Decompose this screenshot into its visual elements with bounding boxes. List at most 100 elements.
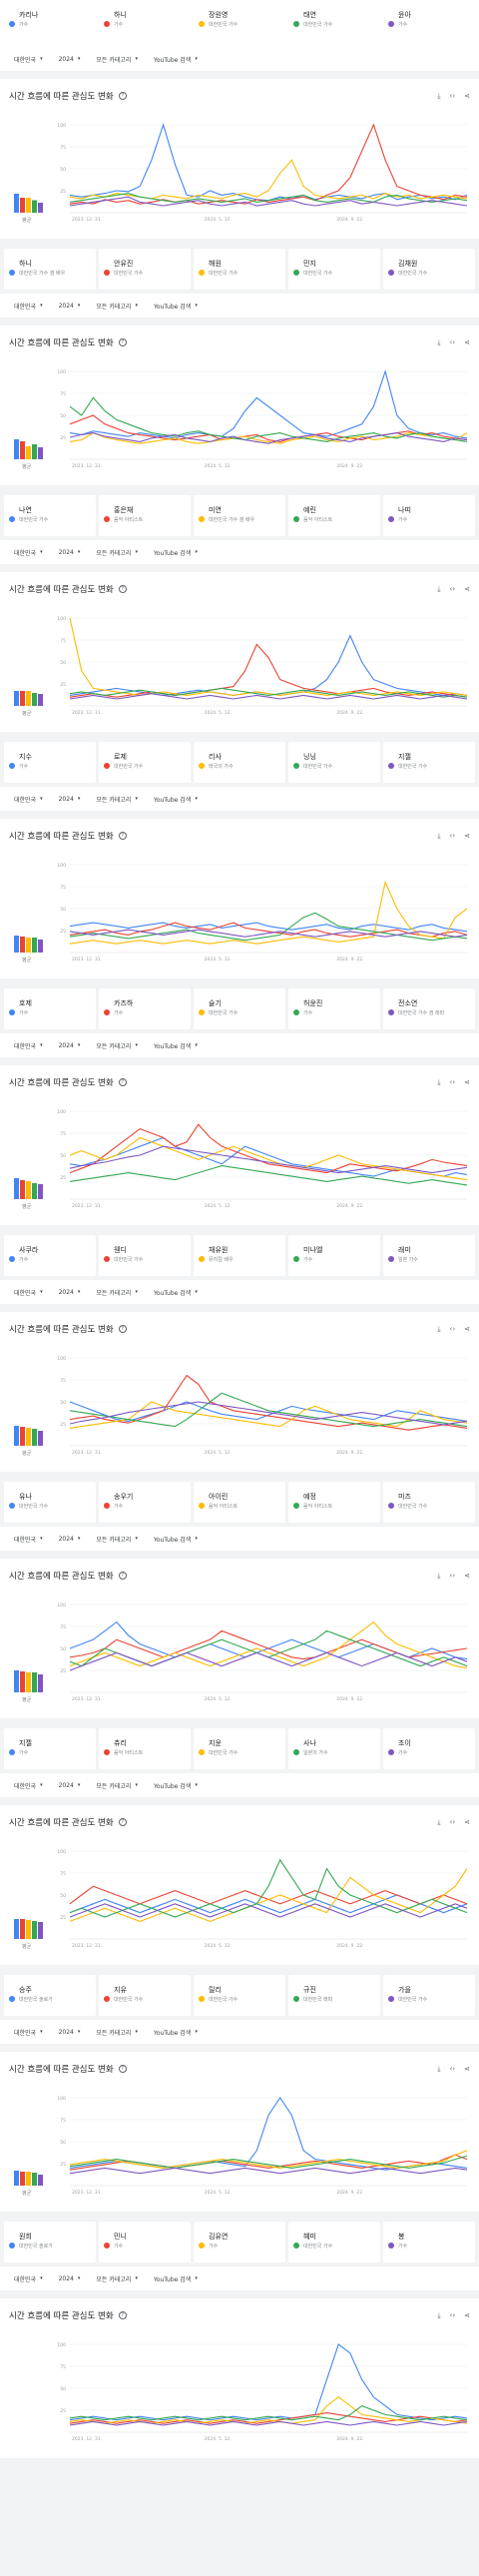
term-card[interactable]: 나띠 가수	[383, 495, 475, 536]
term-card[interactable]: 로제 대한민국 가수	[99, 742, 191, 783]
source-filter[interactable]: YouTube 검색 ▾	[148, 1778, 204, 1793]
help-icon[interactable]: ?	[118, 92, 127, 100]
embed-icon[interactable]: ‹›	[449, 584, 456, 593]
term-card[interactable]: 봉 가수	[383, 2222, 475, 2262]
term-card[interactable]: 장원영 대한민국 가수	[194, 0, 285, 41]
region-filter[interactable]: 대한민국 ▾	[8, 299, 49, 314]
embed-icon[interactable]: ‹›	[449, 1324, 456, 1333]
category-filter[interactable]: 모든 카테고리 ▾	[90, 545, 144, 560]
share-icon[interactable]: ⋖	[464, 1077, 470, 1086]
share-icon[interactable]: ⋖	[464, 91, 470, 100]
term-card[interactable]: 해원 대한민국 가수	[194, 249, 285, 290]
category-filter[interactable]: 모든 카테고리 ▾	[90, 1038, 144, 1053]
category-filter[interactable]: 모든 카테고리 ▾	[90, 792, 144, 807]
term-card[interactable]: 사쿠라 가수	[4, 1235, 96, 1276]
download-icon[interactable]: ⤓	[437, 831, 441, 840]
year-filter[interactable]: 2024 ▾	[53, 2272, 87, 2285]
help-icon[interactable]: ?	[118, 2065, 127, 2073]
term-card[interactable]: 홍은채 음악 아티스트	[99, 495, 191, 536]
share-icon[interactable]: ⋖	[464, 584, 470, 593]
share-icon[interactable]: ⋖	[464, 337, 470, 346]
region-filter[interactable]: 대한민국 ▾	[8, 1285, 49, 1300]
region-filter[interactable]: 대한민국 ▾	[8, 1778, 49, 1793]
embed-icon[interactable]: ‹›	[449, 2064, 456, 2073]
term-card[interactable]: 조이 가수	[383, 1728, 475, 1769]
region-filter[interactable]: 대한민국 ▾	[8, 1038, 49, 1053]
help-icon[interactable]: ?	[118, 1325, 127, 1333]
term-card[interactable]: 하니 가수	[99, 0, 191, 41]
year-filter[interactable]: 2024 ▾	[53, 546, 87, 559]
share-icon[interactable]: ⋖	[464, 1324, 470, 1333]
source-filter[interactable]: YouTube 검색 ▾	[148, 545, 204, 560]
download-icon[interactable]: ⤓	[437, 2064, 441, 2073]
embed-icon[interactable]: ‹›	[449, 1571, 456, 1580]
help-icon[interactable]: ?	[118, 338, 127, 346]
term-card[interactable]: 윤아 가수	[383, 0, 475, 41]
embed-icon[interactable]: ‹›	[449, 1817, 456, 1826]
category-filter[interactable]: 모든 카테고리 ▾	[90, 1285, 144, 1300]
region-filter[interactable]: 대한민국 ▾	[8, 1532, 49, 1547]
term-card[interactable]: 호제 가수	[4, 988, 96, 1029]
term-card[interactable]: 웬디 대한민국 가수	[99, 1235, 191, 1276]
download-icon[interactable]: ⤓	[437, 2310, 441, 2319]
category-filter[interactable]: 모든 카테고리 ▾	[90, 52, 144, 67]
term-card[interactable]: 지젤 가수	[4, 1728, 96, 1769]
term-card[interactable]: 래미 일본 가수	[383, 1235, 475, 1276]
term-card[interactable]: 민지 대한민국 가수	[288, 249, 380, 290]
term-card[interactable]: 유나 대한민국 가수	[4, 1482, 96, 1523]
category-filter[interactable]: 모든 카테고리 ▾	[90, 299, 144, 314]
term-card[interactable]: 혜미 대한민국 가수	[288, 2222, 380, 2262]
category-filter[interactable]: 모든 카테고리 ▾	[90, 1532, 144, 1547]
year-filter[interactable]: 2024 ▾	[53, 1286, 87, 1299]
help-icon[interactable]: ?	[118, 1818, 127, 1826]
term-card[interactable]: 하니 대한민국 가수 겸 배우	[4, 249, 96, 290]
help-icon[interactable]: ?	[118, 585, 127, 593]
year-filter[interactable]: 2024 ▾	[53, 53, 87, 66]
embed-icon[interactable]: ‹›	[449, 91, 456, 100]
help-icon[interactable]: ?	[118, 1078, 127, 1086]
term-card[interactable]: 지수 가수	[4, 742, 96, 783]
download-icon[interactable]: ⤓	[437, 1817, 441, 1826]
share-icon[interactable]: ⋖	[464, 831, 470, 840]
source-filter[interactable]: YouTube 검색 ▾	[148, 792, 204, 807]
source-filter[interactable]: YouTube 검색 ▾	[148, 1532, 204, 1547]
embed-icon[interactable]: ‹›	[449, 2310, 456, 2319]
term-card[interactable]: 승주 대한민국 솔로가	[4, 1975, 96, 2016]
download-icon[interactable]: ⤓	[437, 91, 441, 100]
embed-icon[interactable]: ‹›	[449, 337, 456, 346]
term-card[interactable]: 김유연 가수	[194, 2222, 285, 2262]
term-card[interactable]: 채유원 뮤지컬 배우	[194, 1235, 285, 1276]
term-card[interactable]: 전소연 대한민국 가수 겸 래퍼	[383, 988, 475, 1029]
source-filter[interactable]: YouTube 검색 ▾	[148, 1285, 204, 1300]
category-filter[interactable]: 모든 카테고리 ▾	[90, 2271, 144, 2286]
source-filter[interactable]: YouTube 검색 ▾	[148, 2271, 204, 2286]
region-filter[interactable]: 대한민국 ▾	[8, 52, 49, 67]
term-card[interactable]: 송우기 가수	[99, 1482, 191, 1523]
download-icon[interactable]: ⤓	[437, 1571, 441, 1580]
term-card[interactable]: 아이린 음악 아티스트	[194, 1482, 285, 1523]
download-icon[interactable]: ⤓	[437, 1324, 441, 1333]
embed-icon[interactable]: ‹›	[449, 831, 456, 840]
category-filter[interactable]: 모든 카테고리 ▾	[90, 1778, 144, 1793]
term-card[interactable]: 슬기 대한민국 가수	[194, 988, 285, 1029]
term-card[interactable]: 가을 대한민국 가수	[383, 1975, 475, 2016]
term-card[interactable]: 원희 대한민국 솔로가	[4, 2222, 96, 2262]
source-filter[interactable]: YouTube 검색 ▾	[148, 1038, 204, 1053]
region-filter[interactable]: 대한민국 ▾	[8, 545, 49, 560]
term-card[interactable]: 예정 음악 아티스트	[288, 1482, 380, 1523]
term-card[interactable]: 사나 일본의 가수	[288, 1728, 380, 1769]
term-card[interactable]: 츄리 음악 아티스트	[99, 1728, 191, 1769]
term-card[interactable]: 지유 대한민국 가수	[99, 1975, 191, 2016]
help-icon[interactable]: ?	[118, 1572, 127, 1580]
help-icon[interactable]: ?	[118, 2311, 127, 2319]
year-filter[interactable]: 2024 ▾	[53, 1779, 87, 1792]
term-card[interactable]: 김채원 대한민국 가수	[383, 249, 475, 290]
year-filter[interactable]: 2024 ▾	[53, 300, 87, 313]
term-card[interactable]: 카즈하 가수	[99, 988, 191, 1029]
download-icon[interactable]: ⤓	[437, 1077, 441, 1086]
help-icon[interactable]: ?	[118, 832, 127, 840]
term-card[interactable]: 미즈 대한민국 가수	[383, 1482, 475, 1523]
term-card[interactable]: 릴리 대한민국 가수	[194, 1975, 285, 2016]
term-card[interactable]: 규진 대한민국 래퍼	[288, 1975, 380, 2016]
year-filter[interactable]: 2024 ▾	[53, 793, 87, 806]
